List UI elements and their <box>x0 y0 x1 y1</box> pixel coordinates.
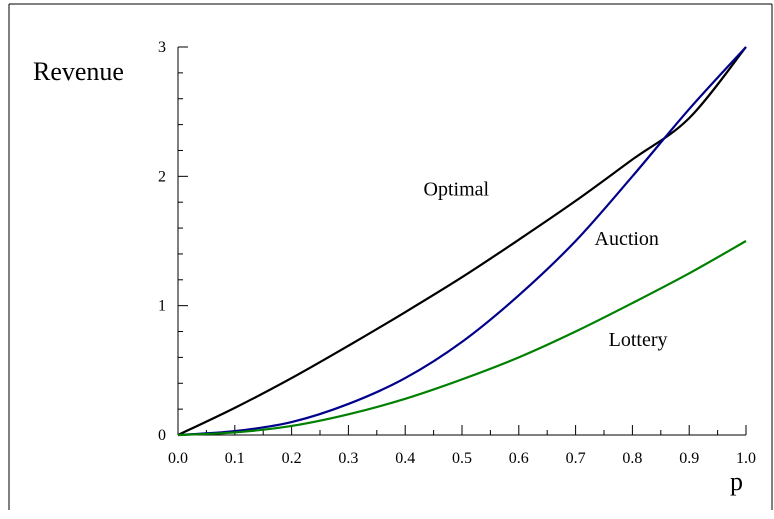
labels: Optimal Auction Lottery <box>424 179 668 351</box>
x-tick-label: 0.9 <box>679 450 699 467</box>
series-line-lottery <box>177 240 747 437</box>
x-tick-label: 0.2 <box>282 450 302 467</box>
x-tick-label: 0.4 <box>395 450 415 467</box>
x-tick-label: 0.6 <box>509 450 529 467</box>
y-tick-label: 1 <box>158 298 166 315</box>
series-label-lottery: Lottery <box>609 329 668 351</box>
x-tick-label: 1.0 <box>736 450 756 467</box>
x-tick-label: 0.7 <box>566 450 586 467</box>
y-tick-label: 2 <box>158 168 166 185</box>
series-label-optimal: Optimal <box>424 179 490 201</box>
y-axis-label: Revenue <box>33 57 124 86</box>
axes: 0.0 0.1 0.2 0.3 0.4 0.5 0.6 0.7 0.8 0.9 1.0 0 1 2 3 Rev… <box>33 39 756 496</box>
x-tick-label: 0.5 <box>452 450 472 467</box>
series-line-auction <box>177 46 747 437</box>
y-tick-label: 3 <box>158 39 166 56</box>
x-tick-label: 0.0 <box>168 450 188 467</box>
x-tick-label: 0.8 <box>622 450 642 467</box>
x-axis-label: p <box>730 467 743 496</box>
x-tick-label: 0.3 <box>338 450 358 467</box>
x-tick-label: 0.1 <box>225 450 245 467</box>
series-label-auction: Auction <box>595 228 659 250</box>
series-line-optimal <box>177 46 747 436</box>
curves <box>177 46 747 437</box>
y-tick-label: 0 <box>158 427 166 444</box>
